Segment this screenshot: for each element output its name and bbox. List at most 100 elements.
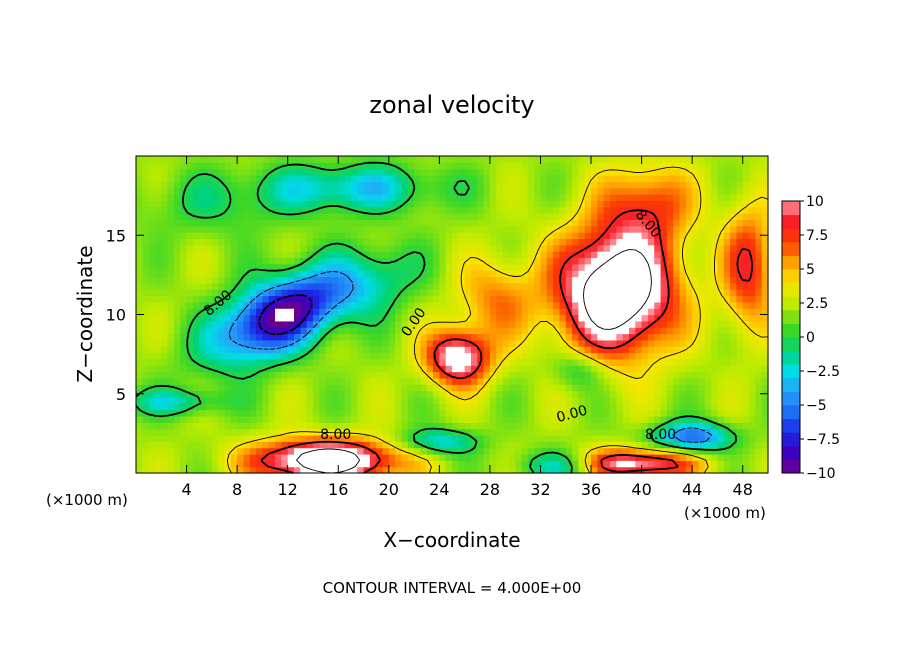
field-cell — [154, 415, 162, 423]
field-cell — [395, 365, 403, 373]
field-cell — [357, 238, 365, 246]
field-cell — [521, 232, 529, 240]
field-cell — [679, 358, 687, 366]
field-cell — [344, 339, 352, 347]
field-cell — [553, 428, 561, 436]
field-cell — [268, 434, 276, 442]
field-cell — [742, 238, 750, 246]
field-cell — [300, 422, 308, 430]
field-cell — [369, 384, 377, 392]
field-cell — [218, 219, 226, 227]
field-cell — [749, 232, 756, 240]
field-cell — [180, 327, 188, 335]
field-cell — [534, 162, 542, 170]
field-cell — [363, 396, 371, 404]
field-cell — [186, 206, 194, 214]
field-cell — [294, 396, 301, 404]
field-cell — [717, 238, 725, 246]
field-cell — [237, 415, 245, 423]
field-cell — [281, 181, 289, 189]
field-cell — [483, 358, 491, 366]
field-cell — [692, 162, 700, 170]
field-cell — [711, 339, 719, 347]
field-cell — [452, 270, 459, 278]
field-cell — [439, 232, 447, 240]
field-cell — [527, 409, 535, 417]
field-cell — [704, 263, 712, 271]
field-cell — [350, 390, 358, 398]
field-cell — [458, 453, 466, 461]
field-cell — [761, 282, 769, 290]
field-cell — [489, 213, 497, 220]
field-cell — [477, 415, 485, 423]
field-cell — [572, 168, 579, 176]
field-cell — [350, 409, 358, 417]
field-cell — [388, 371, 396, 379]
field-cell — [647, 156, 655, 163]
field-cell — [730, 339, 737, 347]
field-cell — [350, 244, 358, 252]
field-cell — [363, 225, 371, 233]
field-cell — [540, 295, 548, 303]
field-cell — [249, 213, 257, 220]
field-cell — [591, 232, 598, 240]
field-cell — [237, 219, 245, 227]
field-cell — [275, 194, 282, 201]
field-cell — [199, 156, 207, 163]
field-cell — [546, 282, 554, 290]
field-cell — [673, 194, 681, 201]
field-cell — [237, 346, 245, 354]
field-cell — [730, 371, 737, 379]
field-cell — [237, 403, 245, 411]
field-cell — [148, 257, 156, 265]
field-cell — [730, 200, 737, 208]
field-cell — [553, 168, 561, 176]
field-cell — [749, 168, 756, 176]
field-cell — [572, 409, 579, 417]
field-cell — [546, 377, 554, 385]
field-cell — [237, 384, 245, 392]
field-cell — [426, 447, 434, 455]
field-cell — [647, 194, 655, 201]
field-cell — [679, 396, 687, 404]
field-cell — [407, 434, 415, 442]
field-cell — [300, 232, 308, 240]
field-cell — [148, 168, 156, 176]
field-cell — [730, 225, 737, 233]
field-cell — [148, 339, 156, 347]
field-cell — [369, 441, 377, 449]
field-cell — [426, 156, 434, 163]
field-cell — [420, 434, 428, 442]
field-cell — [407, 270, 415, 278]
field-cell — [749, 295, 756, 303]
field-cell — [382, 384, 390, 392]
field-cell — [553, 181, 561, 189]
field-cell — [199, 339, 207, 347]
field-cell — [692, 181, 700, 189]
field-cell — [369, 295, 377, 303]
field-cell — [730, 365, 737, 373]
field-cell — [717, 384, 725, 392]
field-cell — [730, 460, 737, 468]
field-cell — [502, 415, 510, 423]
field-cell — [395, 156, 403, 163]
field-cell — [407, 251, 415, 259]
field-cell — [559, 301, 567, 309]
field-cell — [470, 206, 478, 214]
field-cell — [717, 403, 725, 411]
field-cell — [521, 200, 529, 208]
field-cell — [338, 415, 346, 423]
field-cell — [534, 466, 542, 474]
field-cell — [496, 162, 504, 170]
velocity-field — [136, 156, 769, 474]
field-cell — [300, 403, 308, 411]
field-cell — [167, 352, 175, 360]
field-cell — [654, 232, 662, 240]
field-cell — [458, 175, 466, 182]
field-cell — [736, 244, 744, 252]
field-cell — [142, 181, 150, 189]
field-cell — [559, 339, 567, 347]
field-cell — [565, 168, 573, 176]
field-cell — [464, 352, 472, 360]
field-cell — [622, 181, 630, 189]
